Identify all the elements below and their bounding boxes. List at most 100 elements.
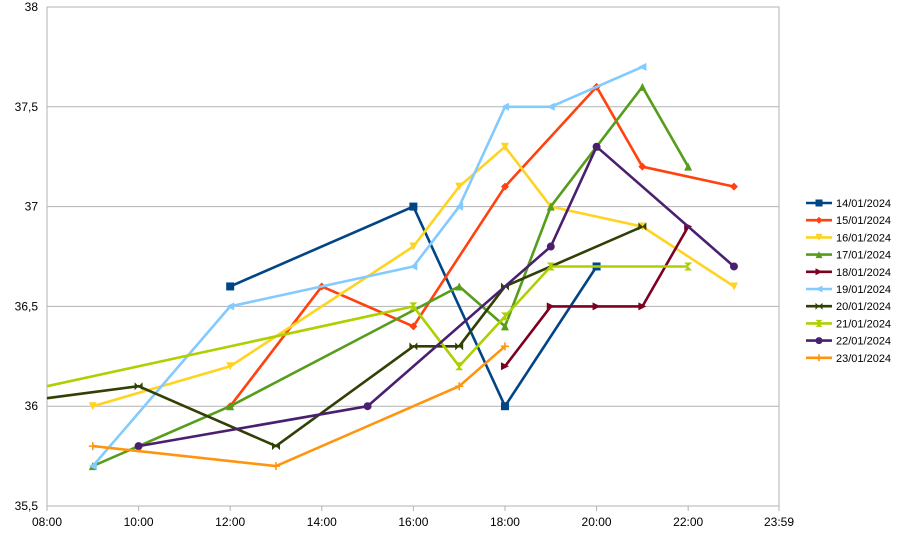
data-point-marker — [815, 319, 823, 324]
series-2 — [226, 82, 738, 411]
data-point-marker — [638, 222, 643, 231]
data-point-marker — [459, 342, 464, 351]
data-point-marker — [815, 354, 823, 362]
data-point-marker — [500, 362, 509, 371]
data-point-marker — [226, 402, 235, 411]
data-point-marker — [455, 202, 464, 211]
legend-label: 23/01/2024 — [836, 353, 891, 365]
series-10 — [88, 342, 509, 471]
data-point-marker — [815, 199, 823, 207]
x-tick-label: 23:59 — [764, 515, 794, 529]
y-tick-label: 36 — [25, 399, 39, 413]
data-point-marker — [815, 251, 823, 259]
data-point-marker — [815, 285, 823, 293]
data-point-marker — [363, 402, 372, 411]
legend-item: 23/01/2024 — [806, 353, 891, 365]
legend-item: 22/01/2024 — [806, 336, 891, 348]
data-point-marker — [819, 302, 823, 310]
legend-label: 15/01/2024 — [836, 215, 891, 227]
data-point-marker — [226, 282, 235, 291]
data-point-marker — [88, 402, 97, 411]
legend-label: 19/01/2024 — [836, 284, 891, 296]
y-tick-label: 38 — [25, 0, 39, 14]
data-point-marker — [546, 262, 555, 267]
data-point-marker — [729, 262, 738, 271]
data-point-marker — [275, 442, 280, 451]
y-tick-label: 37,5 — [15, 100, 39, 114]
legend-label: 18/01/2024 — [836, 267, 891, 279]
data-point-marker — [638, 82, 647, 91]
series-line — [46, 225, 643, 448]
data-point-marker — [409, 262, 418, 271]
series-line — [92, 345, 506, 468]
data-point-marker — [455, 182, 464, 191]
data-point-marker — [455, 342, 460, 351]
legend-item: 15/01/2024 — [806, 215, 891, 227]
data-point-marker — [684, 162, 693, 171]
data-point-marker — [815, 337, 823, 345]
data-point-marker — [455, 382, 464, 391]
x-tick-label: 18:00 — [490, 515, 520, 529]
axes: 35,5 36 36,5 37 37,5 38 08:00 10:00 12:00 14:00 16… — [15, 0, 795, 529]
data-point-marker — [271, 462, 280, 471]
legend-label: 20/01/2024 — [836, 301, 891, 313]
data-point-marker — [500, 102, 509, 111]
data-point-marker — [271, 442, 276, 451]
data-point-marker — [226, 362, 235, 371]
data-point-marker — [684, 262, 693, 267]
data-point-marker — [500, 402, 509, 411]
data-point-marker — [500, 342, 509, 351]
x-tick-label: 22:00 — [673, 515, 703, 529]
data-point-marker — [413, 342, 418, 351]
data-point-marker — [684, 266, 693, 271]
data-point-marker — [409, 342, 414, 351]
legend-item: 14/01/2024 — [806, 198, 891, 210]
data-point-marker — [409, 306, 418, 311]
series-line — [229, 205, 598, 408]
series-layer — [46, 62, 738, 471]
x-tick-label: 14:00 — [307, 515, 337, 529]
data-point-marker — [592, 302, 601, 311]
data-point-marker — [815, 268, 823, 276]
x-tick-label: 12:00 — [215, 515, 245, 529]
data-point-marker — [546, 266, 555, 271]
data-point-marker — [815, 216, 823, 224]
legend-item: 20/01/2024 — [806, 301, 891, 313]
legend-item: 16/01/2024 — [806, 232, 891, 244]
data-point-marker — [88, 462, 97, 471]
data-point-marker — [455, 282, 464, 291]
data-point-marker — [500, 322, 509, 331]
data-point-marker — [500, 142, 509, 151]
legend: 14/01/2024 15/01/2024 16/01/2024 17/01/2024… — [806, 198, 891, 365]
legend-label: 22/01/2024 — [836, 336, 891, 348]
data-point-marker — [815, 233, 823, 241]
series-5 — [500, 222, 693, 371]
y-tick-label: 37 — [25, 200, 39, 214]
data-point-marker — [642, 222, 647, 231]
data-point-marker — [546, 302, 555, 311]
data-point-marker — [592, 142, 601, 151]
data-point-marker — [500, 312, 509, 317]
x-tick-label: 10:00 — [124, 515, 154, 529]
data-point-marker — [455, 362, 464, 367]
data-point-marker — [500, 316, 509, 321]
y-tick-label: 35,5 — [15, 499, 39, 513]
series-line — [138, 145, 735, 448]
data-point-marker — [815, 323, 823, 327]
data-point-marker — [729, 282, 738, 291]
data-point-marker — [729, 182, 738, 191]
legend-item: 21/01/2024 — [806, 318, 891, 330]
data-point-marker — [638, 62, 647, 71]
x-tick-label: 08:00 — [32, 515, 62, 529]
series-8 — [46, 262, 693, 388]
series-line — [46, 265, 689, 388]
series-3 — [88, 142, 738, 411]
series-4 — [88, 82, 693, 471]
legend-label: 21/01/2024 — [836, 318, 891, 330]
legend-item: 18/01/2024 — [806, 267, 891, 279]
data-point-marker — [226, 302, 235, 311]
data-point-marker — [409, 202, 418, 211]
data-point-marker — [500, 182, 509, 191]
data-point-marker — [546, 102, 555, 111]
